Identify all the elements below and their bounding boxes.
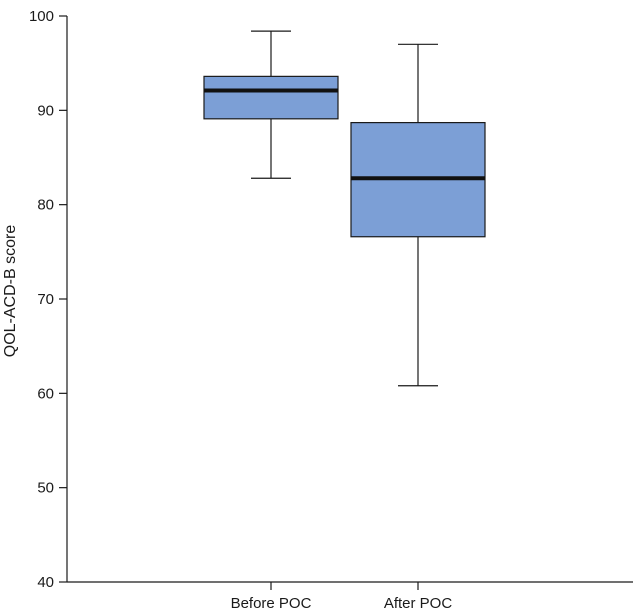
y-axis-title: QOL-ACD-B score — [2, 225, 19, 358]
x-tick-label: After POC — [384, 595, 453, 612]
y-tick-label: 90 — [37, 102, 54, 119]
y-tick-label: 100 — [29, 8, 54, 25]
x-tick-label: Before POC — [231, 595, 312, 612]
box-2 — [350, 43, 486, 387]
axes — [66, 16, 633, 583]
y-ticks: 40 50 60 70 80 90 100 — [29, 8, 67, 591]
y-tick-label: 40 — [37, 574, 54, 591]
y-tick-label: 80 — [37, 197, 54, 214]
y-tick-label: 50 — [37, 480, 54, 497]
iqr-box — [203, 75, 339, 120]
y-tick-label: 70 — [37, 291, 54, 308]
boxes — [203, 30, 486, 387]
box-1 — [203, 30, 339, 179]
y-tick-label: 60 — [37, 385, 54, 402]
x-ticks: Before POC After POC — [231, 582, 453, 612]
